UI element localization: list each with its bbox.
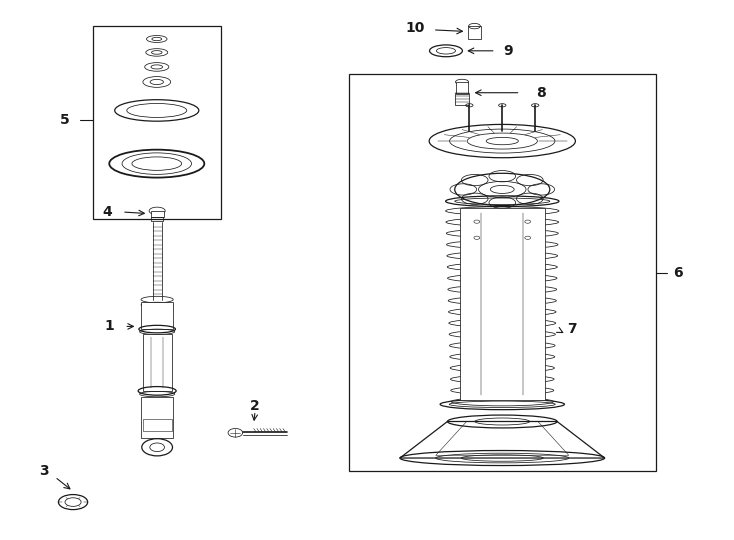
Text: 10: 10 xyxy=(406,21,425,35)
Polygon shape xyxy=(142,334,172,391)
Text: 3: 3 xyxy=(39,464,48,478)
Polygon shape xyxy=(141,397,173,437)
Text: 9: 9 xyxy=(504,44,513,58)
Text: 6: 6 xyxy=(673,266,683,280)
Polygon shape xyxy=(400,422,605,458)
Text: 5: 5 xyxy=(60,112,70,126)
Polygon shape xyxy=(150,211,164,218)
Text: 4: 4 xyxy=(103,205,112,219)
Polygon shape xyxy=(460,208,545,400)
Text: 7: 7 xyxy=(567,322,576,336)
Text: 1: 1 xyxy=(105,319,115,333)
Polygon shape xyxy=(141,302,173,329)
Text: 2: 2 xyxy=(250,399,260,413)
Text: 8: 8 xyxy=(536,86,546,100)
Polygon shape xyxy=(457,82,468,94)
